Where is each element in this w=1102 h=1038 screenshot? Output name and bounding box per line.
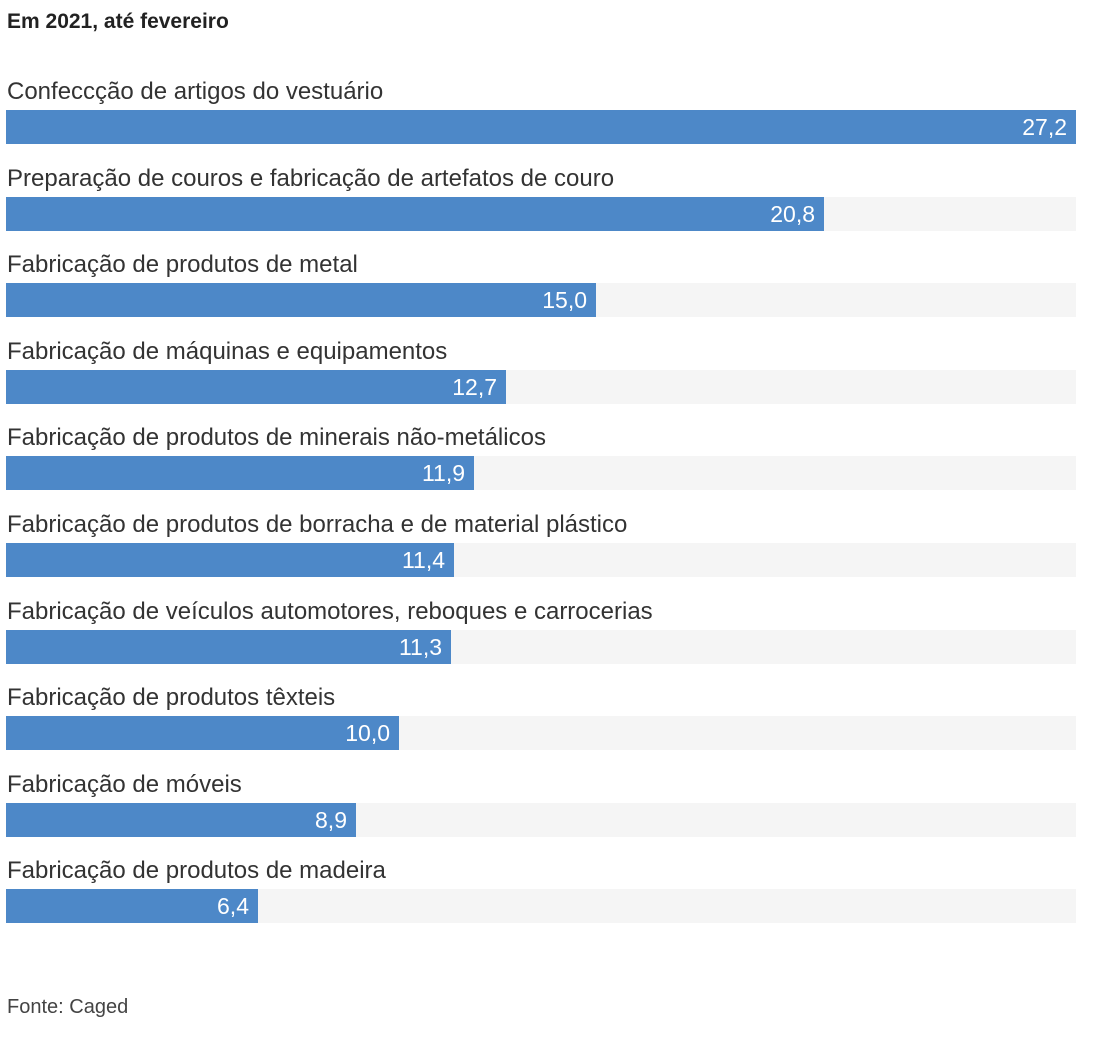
source-note: Fonte: Caged (7, 996, 129, 1018)
bar-value-label: 8,9 (315, 806, 347, 833)
bar-row: Fabricação de veículos automotores, rebo… (6, 594, 1076, 681)
bar-row: Fabricação de produtos de madeira 6,4 (6, 853, 1076, 940)
bar-row: Confeccção de artigos do vestuário 27,2 (6, 74, 1076, 161)
category-label: Fabricação de produtos de madeira (7, 857, 386, 885)
bar-row: Fabricação de produtos de borracha e de … (6, 507, 1076, 594)
bar: 27,2 (6, 110, 1076, 144)
bar: 11,3 (6, 629, 451, 664)
bar-value-label: 10,0 (345, 720, 390, 747)
bar-track: 12,7 (6, 369, 1076, 404)
bar-row: Fabricação de produtos de minerais não-m… (6, 420, 1076, 507)
bar: 15,0 (6, 283, 596, 318)
category-label: Fabricação de máquinas e equipamentos (7, 337, 448, 365)
category-label: Fabricação de veículos automotores, rebo… (7, 597, 653, 625)
bar-value-label: 11,9 (421, 460, 465, 487)
category-label: Confeccção de artigos do vestuário (7, 78, 384, 105)
bar-value-label: 27,2 (1022, 114, 1067, 140)
bar-value-label: 15,0 (542, 287, 587, 314)
bar-value-label: 6,4 (217, 893, 249, 920)
category-label: Fabricação de produtos de metal (7, 251, 358, 279)
bar: 12,7 (6, 369, 506, 404)
bar-value-label: 12,7 (452, 373, 497, 400)
bar: 8,9 (6, 802, 356, 837)
category-label: Fabricação de produtos de minerais não-m… (7, 424, 546, 452)
bar-row: Preparação de couros e fabricação de art… (6, 161, 1076, 248)
bar-row: Fabricação de máquinas e equipamentos 12,… (6, 334, 1076, 421)
bar-track: 8,9 (6, 802, 1076, 837)
category-label: Fabricação de produtos de borracha e de … (7, 510, 628, 538)
bar-track: 11,3 (6, 629, 1076, 664)
category-label: Fabricação de móveis (7, 770, 242, 798)
bar-track: 20,8 (6, 196, 1076, 231)
bar-track: 27,2 (6, 110, 1076, 144)
bar-track: 6,4 (6, 889, 1076, 924)
bar-track: 11,4 (6, 542, 1076, 577)
bar: 11,4 (6, 542, 454, 577)
bar-row: Fabricação de móveis 8,9 (6, 767, 1076, 854)
bar-value-label: 20,8 (770, 200, 815, 227)
bar-value-label: 11,3 (398, 633, 442, 660)
bar: 20,8 (6, 196, 824, 231)
bar-track: 15,0 (6, 283, 1076, 318)
bar-track: 11,9 (6, 456, 1076, 491)
bar-chart: Confeccção de artigos do vestuário 27,2 Pr… (6, 74, 1076, 940)
bar-track: 10,0 (6, 716, 1076, 751)
bar-row: Fabricação de produtos têxteis 10,0 (6, 680, 1076, 767)
bar: 10,0 (6, 716, 399, 751)
category-label: Preparação de couros e fabricação de art… (7, 164, 615, 192)
category-label: Fabricação de produtos têxteis (7, 684, 336, 712)
bar-row: Fabricação de produtos de metal 15,0 (6, 247, 1076, 334)
bar: 11,9 (6, 456, 474, 491)
bar: 6,4 (6, 889, 258, 924)
bar-value-label: 11,4 (401, 546, 445, 573)
chart-title: Em 2021, até fevereiro (7, 10, 229, 33)
